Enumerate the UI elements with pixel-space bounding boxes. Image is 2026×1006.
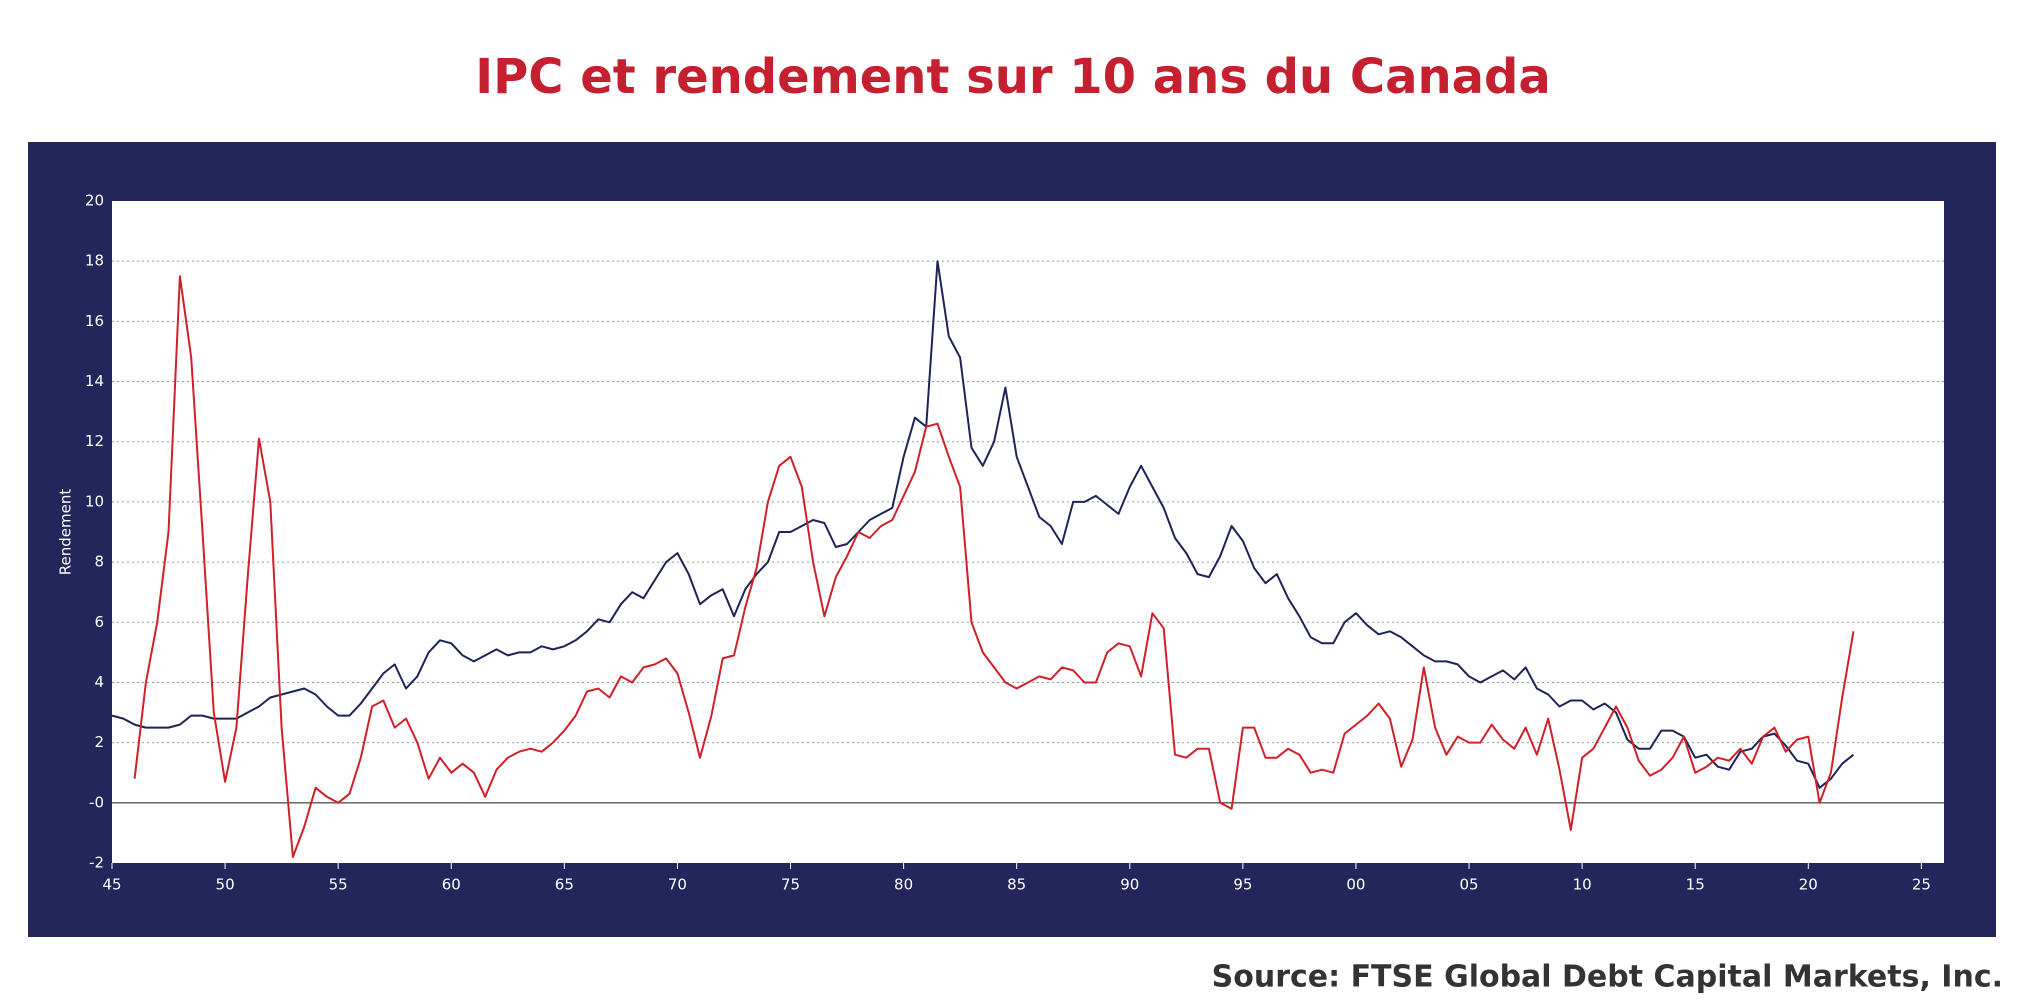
x-tick-label: 55 [329,876,348,894]
x-tick-label: 65 [555,876,574,894]
y-tick-label: 20 [85,192,104,210]
x-tick-label: 15 [1686,876,1705,894]
x-tick-label: 45 [102,876,121,894]
y-tick-label: -2 [89,854,104,872]
x-tick-label: 85 [1007,876,1026,894]
y-tick-label: 8 [94,553,104,571]
y-tick-label: 12 [85,432,104,450]
plot-area [112,201,1944,863]
series-line [133,275,1855,858]
x-tick-label: 60 [442,876,461,894]
x-tick-label: 20 [1799,876,1818,894]
x-tick-label: 90 [1120,876,1139,894]
x-tick-label: 00 [1346,876,1365,894]
y-axis-label: Rendement [57,489,75,576]
y-tick-label: 6 [94,613,104,631]
y-tick-label: -0 [89,793,104,811]
chart-title: IPC et rendement sur 10 ans du Canada [475,49,1551,105]
x-tick-label: 75 [781,876,800,894]
x-tick-label: 25 [1912,876,1931,894]
x-tick-label: 80 [894,876,913,894]
source-note: Source: FTSE Global Debt Capital Markets… [1212,960,2003,995]
y-tick-label: 18 [85,252,104,270]
y-tick-label: 16 [85,312,104,330]
series-line [111,260,1855,789]
y-tick-label: 14 [85,372,104,390]
x-tick-label: 95 [1233,876,1252,894]
x-tick-label: 70 [668,876,687,894]
x-tick-label: 10 [1573,876,1592,894]
y-tick-label: 4 [94,673,104,691]
y-tick-label: 2 [94,733,104,751]
x-tick-label: 50 [216,876,235,894]
y-tick-label: 10 [85,492,104,510]
x-tick-label: 05 [1459,876,1478,894]
